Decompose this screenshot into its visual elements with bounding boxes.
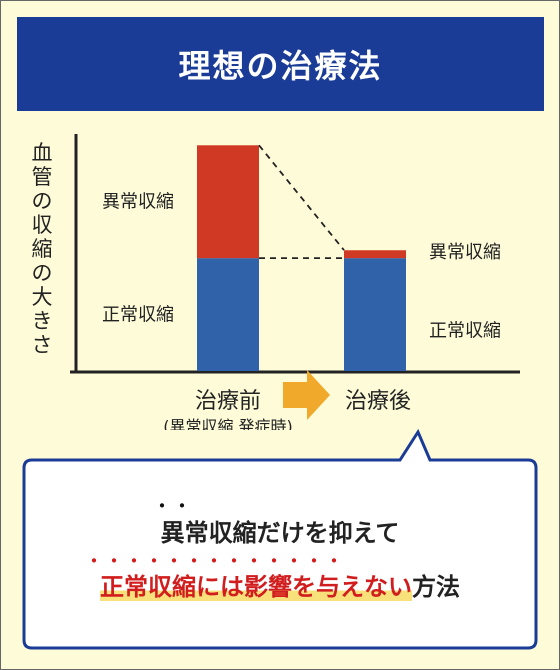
y-axis-label-char: 収 bbox=[32, 213, 53, 237]
label-before-normal: 正常収縮 bbox=[102, 305, 174, 326]
bar-before-abnormal bbox=[197, 145, 259, 258]
bar-after-normal bbox=[344, 258, 406, 371]
bar-before-normal bbox=[197, 258, 259, 371]
y-axis-label-char: き bbox=[32, 309, 53, 333]
progress-arrow-icon bbox=[283, 370, 330, 420]
label-after-normal: 正常収縮 bbox=[429, 321, 501, 342]
callout-highlight: 正常収縮には影響を与えない bbox=[100, 573, 412, 601]
page-title: 理想の治療法 bbox=[178, 41, 382, 87]
y-axis-label-char: の bbox=[32, 189, 53, 213]
callout-line-2: 正常収縮には影響を与えない方法 bbox=[0, 567, 560, 602]
y-axis-label-char: 縮 bbox=[32, 237, 53, 261]
y-axis-label-char: 血 bbox=[32, 141, 53, 165]
callout-line-2-rest: 方法 bbox=[412, 573, 460, 601]
y-axis-label-char: 管 bbox=[32, 165, 53, 189]
x-tick-label-before: 治療前 bbox=[195, 389, 261, 414]
y-axis-label-char: さ bbox=[32, 333, 53, 357]
dashed-connector-top bbox=[259, 145, 344, 250]
title-banner: 理想の治療法 bbox=[17, 17, 544, 111]
y-axis-label-char: の bbox=[32, 261, 53, 285]
x-tick-label-after: 治療後 bbox=[345, 389, 411, 414]
bar-after-abnormal bbox=[344, 250, 406, 258]
callout-line-1: 異常収縮だけを抑えて bbox=[0, 513, 560, 548]
label-before-abnormal: 異常収縮 bbox=[102, 192, 174, 213]
y-axis-label-char: 大 bbox=[32, 285, 53, 309]
label-after-abnormal: 異常収縮 bbox=[429, 242, 501, 263]
